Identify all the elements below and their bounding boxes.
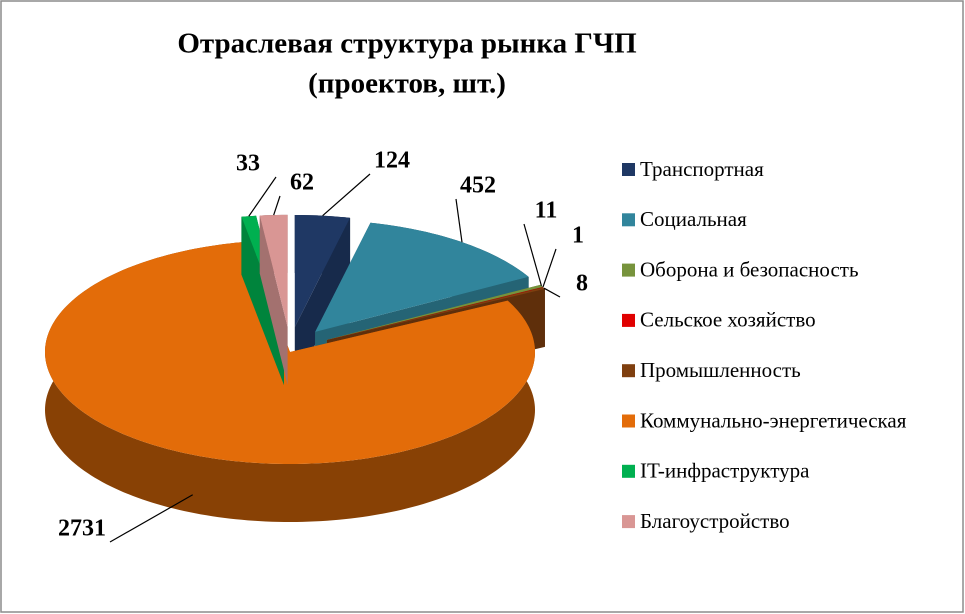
legend-swatch [622,364,635,378]
legend-label: Промышленность [640,358,801,382]
legend-swatch [622,163,635,176]
legend-label: Социальная [640,207,747,231]
leader-line [248,176,277,217]
leader-line [322,173,371,217]
slice-top [294,214,351,327]
data-label: 8 [576,271,588,297]
legend-label: Оборона и безопасность [640,257,859,281]
data-label: 33 [236,151,260,177]
data-label: 124 [374,148,410,174]
slice-top [315,222,529,332]
slice-edge [294,217,351,385]
legend-swatch [622,313,635,327]
chart-title: Отраслевая структура рынка ГЧП [177,28,636,60]
legend-label: Благоустройство [640,509,790,533]
slice-top [259,214,288,327]
legend-swatch [622,213,635,227]
data-label: 2731 [58,516,106,542]
pie-slice [259,214,288,385]
legend-label: Сельское хозяйство [640,308,816,332]
legend-label: Коммунально-энергетическая [640,408,907,432]
data-label: 1 [572,223,584,249]
slice-edge [259,215,288,385]
leader-line [273,195,281,216]
slice-top [326,284,543,340]
leader-line [523,223,543,287]
data-label: 11 [535,198,558,224]
chart-subtitle: (проектов, шт.) [308,68,506,100]
leader-line [543,287,561,298]
legend-swatch [622,414,635,428]
legend-swatch [622,263,635,277]
legend-swatch [622,464,635,478]
data-label: 62 [290,170,314,196]
legend-swatch [622,515,635,529]
slice-top [45,241,535,464]
leader-line [109,494,193,543]
data-label: 452 [460,173,496,199]
leader-line [542,248,557,288]
legend-label: IT-инфраструктура [640,459,810,483]
slice-edge [241,216,284,386]
slice-top [327,287,545,341]
leader-line [455,198,463,243]
legend-label: Транспортная [640,157,764,181]
slice-top [327,287,544,341]
pie-slice [294,214,351,385]
